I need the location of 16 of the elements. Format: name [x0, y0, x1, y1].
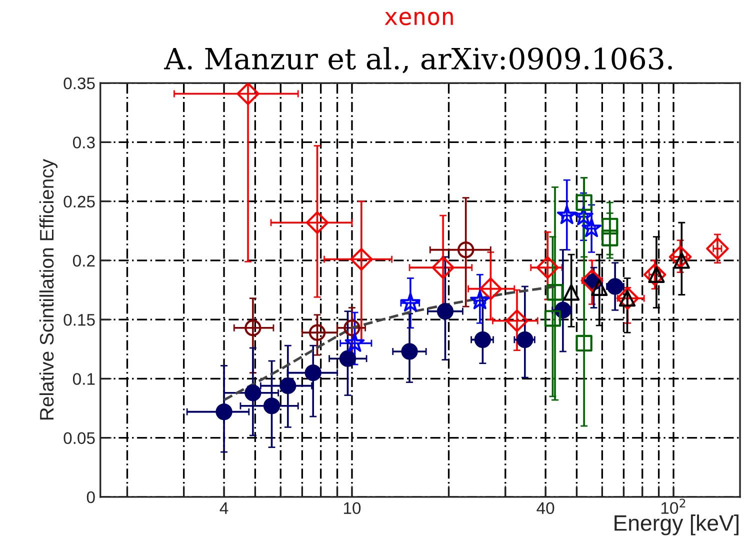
x-tick-label: 4	[220, 502, 228, 514]
y-tick-label: 0.25	[64, 196, 95, 208]
y-tick-label: 0.35	[64, 78, 95, 90]
x-tick-label: 10	[344, 502, 361, 514]
x-axis-title: Energy [keV]	[614, 514, 738, 536]
chart-subtitle: A. Manzur et al., arXiv:0909.1063.	[164, 47, 672, 74]
y-tick-label: 0.05	[64, 432, 95, 444]
y-tick-label: 0.15	[64, 314, 95, 326]
y-tick-label: 0.3	[72, 136, 95, 148]
x-tick-label: 40	[536, 502, 554, 514]
y-tick-label: 0	[86, 491, 95, 504]
y-tick-label: 0.2	[72, 254, 95, 267]
y-tick-label: 0.1	[72, 373, 95, 385]
chart-title: xenon	[384, 12, 453, 26]
y-axis-title: Relative Scintillation Efficiency	[39, 158, 58, 420]
x-tick-label: 10$^{2}$	[661, 498, 686, 514]
